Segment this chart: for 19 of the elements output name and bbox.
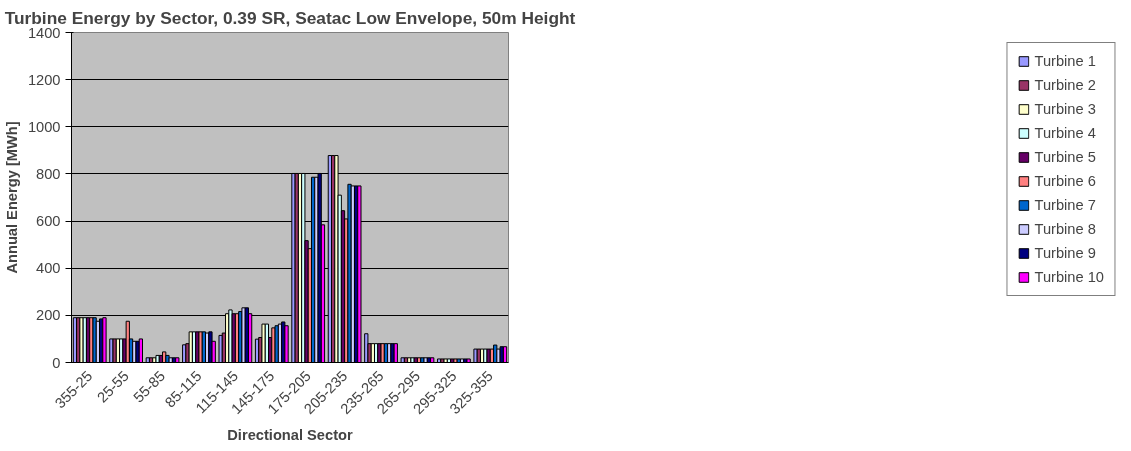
y-tick-label: 600: [36, 213, 61, 230]
y-tick-label: 1200: [27, 71, 61, 88]
x-axis-title: Directional Sector: [227, 426, 354, 443]
legend-label: Turbine 5: [1034, 149, 1096, 165]
y-tick-label: 800: [36, 165, 61, 182]
legend-label: Turbine 9: [1034, 245, 1096, 261]
y-tick-label: 400: [36, 260, 61, 277]
legend-label: Turbine 4: [1034, 125, 1096, 141]
legend-label: Turbine 8: [1034, 221, 1096, 237]
legend-label: Turbine 10: [1034, 269, 1104, 285]
legend-label: Turbine 3: [1034, 101, 1096, 117]
legend-label: Turbine 2: [1034, 77, 1096, 93]
y-tick-label: 200: [36, 307, 61, 324]
y-tick-label: 1000: [27, 118, 61, 135]
legend-label: Turbine 6: [1034, 173, 1096, 189]
legend-label: Turbine 7: [1034, 197, 1096, 213]
legend-label: Turbine 1: [1034, 53, 1096, 69]
y-axis-title: Annual Energy [MWh]: [3, 121, 20, 274]
y-tick-label: 0: [52, 354, 61, 371]
